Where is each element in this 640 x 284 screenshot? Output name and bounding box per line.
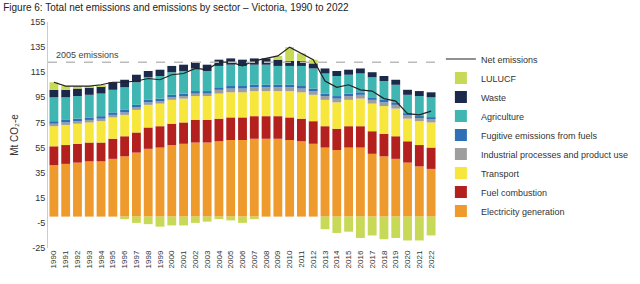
svg-text:2020: 2020	[403, 250, 412, 268]
svg-text:2006: 2006	[238, 250, 247, 268]
svg-text:Agriculture: Agriculture	[481, 112, 524, 122]
svg-text:-25: -25	[32, 243, 45, 253]
svg-text:2000: 2000	[167, 250, 176, 268]
svg-text:2001: 2001	[179, 250, 188, 268]
svg-text:Fuel combustion: Fuel combustion	[481, 188, 547, 198]
svg-text:2003: 2003	[203, 250, 212, 268]
svg-text:2010: 2010	[285, 250, 294, 268]
svg-text:Fugitive emissions from fuels: Fugitive emissions from fuels	[481, 131, 598, 141]
svg-text:2021: 2021	[415, 250, 424, 268]
svg-text:1993: 1993	[85, 250, 94, 268]
svg-text:LULUCF: LULUCF	[481, 74, 517, 84]
svg-text:2015: 2015	[344, 250, 353, 268]
svg-text:2005: 2005	[226, 250, 235, 268]
svg-text:135: 135	[30, 42, 45, 52]
svg-text:2011: 2011	[297, 250, 306, 268]
svg-text:2005 emissions: 2005 emissions	[56, 50, 119, 60]
svg-text:2018: 2018	[380, 250, 389, 268]
svg-text:2014: 2014	[332, 250, 341, 268]
svg-text:2008: 2008	[262, 250, 271, 268]
svg-text:1998: 1998	[144, 250, 153, 268]
svg-text:2019: 2019	[391, 250, 400, 268]
svg-text:1996: 1996	[120, 250, 129, 268]
svg-text:1991: 1991	[61, 250, 70, 268]
svg-text:95: 95	[35, 92, 45, 102]
svg-text:2004: 2004	[215, 250, 224, 268]
svg-text:35: 35	[35, 168, 45, 178]
svg-text:75: 75	[35, 118, 45, 128]
svg-text:Figure 6: Total net emissions: Figure 6: Total net emissions and emissi…	[3, 2, 349, 13]
svg-text:2009: 2009	[273, 250, 282, 268]
svg-text:Waste: Waste	[481, 93, 506, 103]
svg-text:-5: -5	[37, 218, 45, 228]
svg-text:2002: 2002	[191, 250, 200, 268]
svg-text:1997: 1997	[132, 250, 141, 268]
svg-text:2007: 2007	[250, 250, 259, 268]
svg-text:2017: 2017	[368, 250, 377, 268]
svg-text:Electricity generation: Electricity generation	[481, 207, 565, 217]
svg-text:1999: 1999	[156, 250, 165, 268]
svg-text:1990: 1990	[49, 250, 58, 268]
svg-text:115: 115	[31, 67, 45, 77]
svg-text:2013: 2013	[321, 250, 330, 268]
svg-text:2012: 2012	[309, 250, 318, 268]
svg-text:15: 15	[35, 193, 45, 203]
svg-text:1994: 1994	[97, 250, 106, 268]
svg-text:1992: 1992	[73, 250, 82, 268]
svg-text:Transport: Transport	[481, 169, 520, 179]
svg-text:Net emissions: Net emissions	[481, 55, 538, 65]
svg-text:155: 155	[30, 17, 45, 27]
svg-text:2016: 2016	[356, 250, 365, 268]
svg-text:1995: 1995	[108, 250, 117, 268]
svg-text:55: 55	[35, 143, 45, 153]
svg-text:Industrial processes and produ: Industrial processes and product use	[481, 150, 628, 160]
svg-text:2022: 2022	[427, 250, 436, 268]
svg-text:Mt CO₂-e: Mt CO₂-e	[9, 114, 20, 156]
